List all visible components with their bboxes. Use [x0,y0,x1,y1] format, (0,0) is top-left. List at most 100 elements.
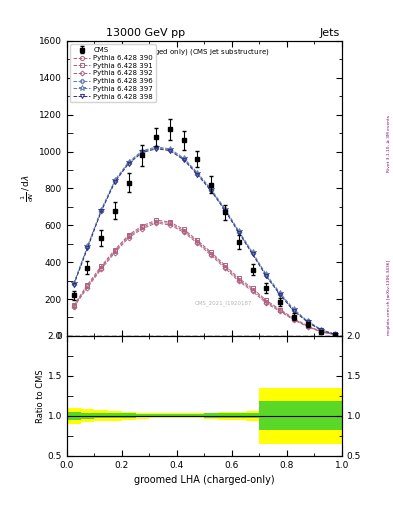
Pythia 6.428 398 [154,146,159,152]
Pythia 6.428 391 [113,247,118,253]
Pythia 6.428 397 [209,186,214,193]
Text: Groomed LHA$\lambda^{1}_{0.5}$ (charged only) (CMS jet substructure): Groomed LHA$\lambda^{1}_{0.5}$ (charged … [73,47,270,60]
Pythia 6.428 398 [85,245,90,251]
Pythia 6.428 397 [127,159,131,165]
Pythia 6.428 392 [292,317,296,323]
Pythia 6.428 398 [168,147,173,154]
Pythia 6.428 397 [305,318,310,324]
Pythia 6.428 398 [140,150,145,156]
Pythia 6.428 392 [168,222,173,228]
Pythia 6.428 392 [140,225,145,231]
Pythia 6.428 390 [222,264,227,270]
Pythia 6.428 397 [154,144,159,150]
Pythia 6.428 390 [250,287,255,293]
Pythia 6.428 390 [182,228,186,234]
Pythia 6.428 398 [264,273,269,280]
Pythia 6.428 391 [140,223,145,229]
Pythia 6.428 398 [292,308,296,314]
Pythia 6.428 396 [72,281,76,287]
Pythia 6.428 396 [168,146,173,153]
Pythia 6.428 392 [127,234,131,241]
Pythia 6.428 390 [305,323,310,329]
Pythia 6.428 391 [333,331,338,337]
Pythia 6.428 391 [127,232,131,238]
Line: Pythia 6.428 392: Pythia 6.428 392 [72,221,337,336]
Pythia 6.428 396 [292,307,296,313]
Pythia 6.428 396 [278,291,283,297]
Pythia 6.428 391 [278,307,283,313]
Pythia 6.428 390 [333,331,338,337]
Pythia 6.428 396 [140,148,145,155]
Pythia 6.428 396 [85,244,90,250]
Pythia 6.428 391 [85,282,90,288]
Pythia 6.428 397 [237,228,241,234]
Pythia 6.428 396 [113,178,118,184]
Pythia 6.428 392 [72,304,76,310]
Pythia 6.428 391 [209,249,214,255]
Text: Rivet 3.1.10, ≥ 3M events: Rivet 3.1.10, ≥ 3M events [387,115,391,172]
Pythia 6.428 391 [305,323,310,329]
Pythia 6.428 397 [72,280,76,286]
Pythia 6.428 396 [195,170,200,177]
Pythia 6.428 390 [278,307,283,313]
Pythia 6.428 390 [85,283,90,289]
Pythia 6.428 398 [195,172,200,178]
Pythia 6.428 390 [72,303,76,309]
Pythia 6.428 398 [222,207,227,214]
Pythia 6.428 392 [305,324,310,330]
Pythia 6.428 397 [292,306,296,312]
Pythia 6.428 390 [113,248,118,254]
Pythia 6.428 396 [264,272,269,279]
Pythia 6.428 390 [264,298,269,305]
Pythia 6.428 392 [209,252,214,259]
Pythia 6.428 392 [99,266,104,272]
Pythia 6.428 397 [278,290,283,296]
Pythia 6.428 391 [237,275,241,281]
Pythia 6.428 391 [168,219,173,225]
Line: Pythia 6.428 397: Pythia 6.428 397 [71,144,338,337]
Pythia 6.428 396 [305,318,310,325]
Line: Pythia 6.428 396: Pythia 6.428 396 [72,145,337,336]
Y-axis label: $\frac{1}{\mathrm{d}N}\,/\,\mathrm{d}\lambda$: $\frac{1}{\mathrm{d}N}\,/\,\mathrm{d}\la… [20,175,36,202]
Pythia 6.428 392 [319,329,324,335]
Text: mcplots.cern.ch [arXiv:1306.3436]: mcplots.cern.ch [arXiv:1306.3436] [387,260,391,334]
Pythia 6.428 396 [99,207,104,214]
Pythia 6.428 390 [99,265,104,271]
Pythia 6.428 397 [140,147,145,154]
Pythia 6.428 391 [195,238,200,244]
Pythia 6.428 397 [113,177,118,183]
Pythia 6.428 392 [222,265,227,271]
Pythia 6.428 398 [250,251,255,258]
Line: Pythia 6.428 390: Pythia 6.428 390 [72,220,337,337]
Pythia 6.428 392 [182,229,186,236]
Pythia 6.428 398 [209,188,214,194]
X-axis label: groomed LHA (charged-only): groomed LHA (charged-only) [134,475,275,485]
Pythia 6.428 396 [222,206,227,212]
Pythia 6.428 397 [264,271,269,278]
Pythia 6.428 397 [85,243,90,249]
Pythia 6.428 397 [319,327,324,333]
Pythia 6.428 391 [319,329,324,335]
Pythia 6.428 398 [305,319,310,325]
Pythia 6.428 392 [195,240,200,246]
Pythia 6.428 390 [168,220,173,226]
Pythia 6.428 391 [264,297,269,304]
Pythia 6.428 392 [237,278,241,284]
Line: Pythia 6.428 398: Pythia 6.428 398 [72,147,337,336]
Pythia 6.428 398 [99,208,104,215]
Pythia 6.428 392 [154,220,159,226]
Pythia 6.428 397 [250,249,255,255]
Pythia 6.428 396 [333,331,338,337]
Pythia 6.428 390 [195,239,200,245]
Pythia 6.428 397 [182,155,186,161]
Pythia 6.428 392 [264,300,269,306]
Pythia 6.428 392 [85,285,90,291]
Pythia 6.428 397 [195,169,200,176]
Pythia 6.428 392 [113,249,118,255]
Pythia 6.428 396 [209,187,214,194]
Pythia 6.428 398 [72,282,76,288]
Pythia 6.428 390 [154,219,159,225]
Pythia 6.428 397 [168,146,173,152]
Pythia 6.428 396 [154,145,159,151]
Pythia 6.428 391 [222,262,227,268]
